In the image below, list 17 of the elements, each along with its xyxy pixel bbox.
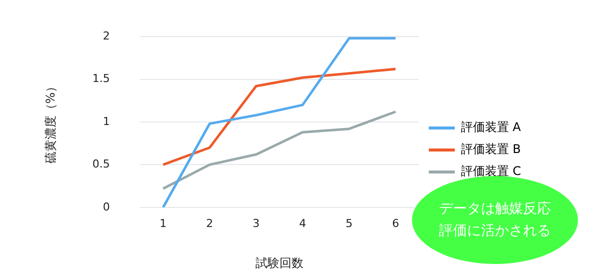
x-tick-label: 5 — [346, 216, 353, 230]
y-axis-title: 硫黄濃度（%） — [43, 80, 58, 164]
y-tick-label: 1.5 — [92, 72, 110, 86]
x-tick-label: 2 — [206, 216, 214, 230]
x-tick-label: 1 — [160, 216, 167, 230]
y-tick-label: 1 — [102, 114, 110, 128]
x-tick-label: 6 — [392, 216, 400, 230]
legend-label: 評価装置 A — [460, 120, 522, 134]
x-tick-label: 3 — [252, 216, 260, 230]
y-tick-label: 0 — [102, 200, 110, 214]
legend-label: 評価装置 C — [460, 164, 522, 178]
y-tick-label: 0.5 — [92, 158, 110, 171]
x-axis-title: 試験回数 — [255, 256, 304, 270]
text: データは触媒反応評価に活かされる — [438, 200, 552, 241]
legend-label: 評価装置 B — [460, 142, 521, 156]
y-tick-label: 2 — [102, 29, 110, 42]
x-tick-label: 4 — [299, 216, 306, 230]
